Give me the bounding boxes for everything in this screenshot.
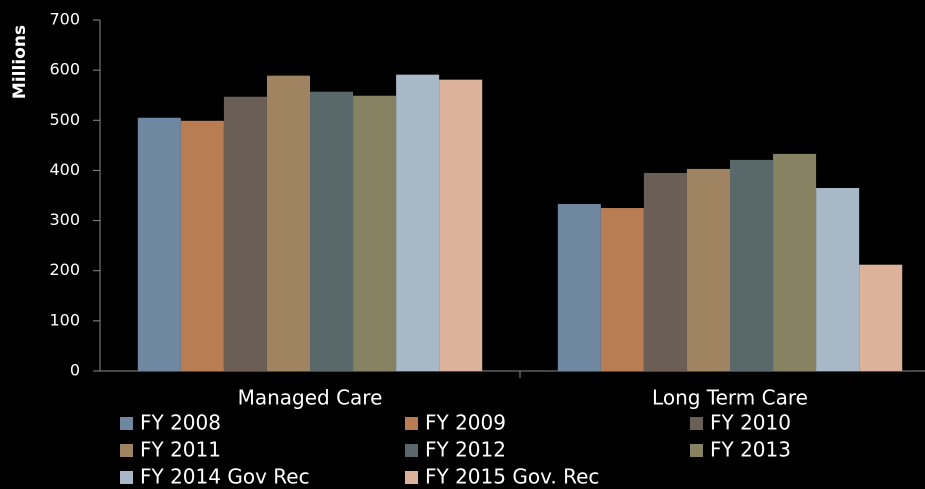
legend-swatch [405, 444, 418, 457]
legend-label: FY 2011 [140, 438, 221, 462]
y-tick-label: 200 [49, 260, 80, 279]
bar [600, 208, 644, 371]
legend-swatch [405, 417, 418, 430]
legend-swatch [120, 471, 133, 484]
bar [310, 91, 354, 371]
y-axis-label: Millions [10, 25, 30, 99]
bar [137, 117, 181, 372]
legend-label: FY 2014 Gov Rec [140, 465, 310, 489]
legend-label: FY 2013 [710, 438, 791, 462]
bar [730, 159, 774, 371]
x-tick-label: Managed Care [238, 386, 383, 410]
y-tick-label: 400 [49, 160, 80, 179]
legend-swatch [690, 417, 703, 430]
legend-swatch [690, 444, 703, 457]
legend-label: FY 2009 [425, 411, 506, 435]
x-tick-label: Long Term Care [652, 386, 808, 410]
y-tick-label: 0 [70, 361, 80, 380]
bar [266, 75, 310, 371]
bar [686, 168, 730, 371]
y-tick-label: 500 [49, 110, 80, 129]
legend-label: FY 2008 [140, 411, 221, 435]
bar [439, 79, 483, 372]
bar [223, 96, 267, 372]
bar [773, 153, 817, 371]
legend-swatch [120, 417, 133, 430]
y-tick-label: 100 [49, 310, 80, 329]
bar [643, 172, 687, 371]
y-tick-label: 600 [49, 60, 80, 79]
bar [396, 74, 440, 372]
legend-label: FY 2015 Gov. Rec [425, 465, 599, 489]
bar [859, 264, 903, 371]
bar [557, 204, 601, 371]
bar [816, 187, 860, 371]
y-tick-label: 700 [49, 10, 80, 29]
legend-swatch [405, 471, 418, 484]
bar [180, 120, 224, 371]
bar [353, 95, 397, 372]
y-tick-label: 300 [49, 210, 80, 229]
legend-label: FY 2012 [425, 438, 506, 462]
legend-label: FY 2010 [710, 411, 791, 435]
legend-swatch [120, 444, 133, 457]
